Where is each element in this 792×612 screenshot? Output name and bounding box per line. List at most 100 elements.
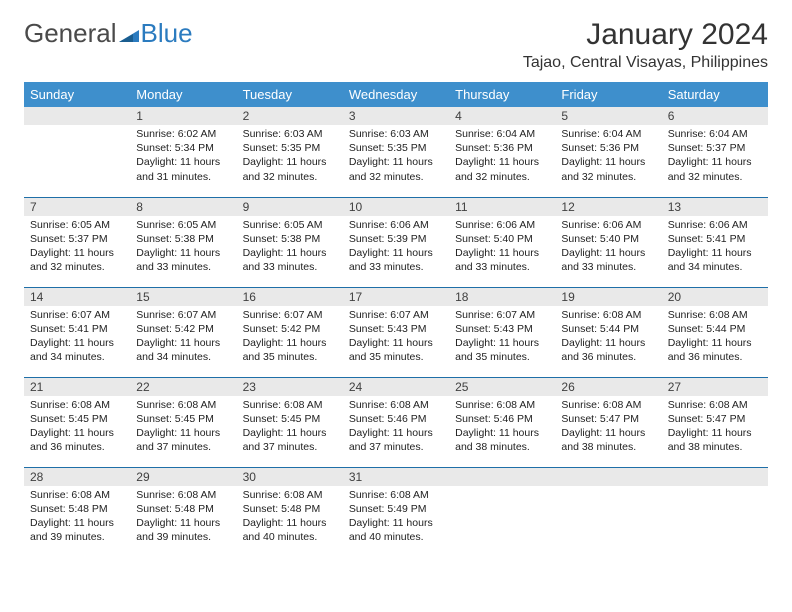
calendar-cell: 1Sunrise: 6:02 AMSunset: 5:34 PMDaylight… [130, 107, 236, 197]
sunrise-line: Sunrise: 6:08 AM [136, 488, 230, 502]
sunrise-line: Sunrise: 6:05 AM [30, 218, 124, 232]
sunset-line: Sunset: 5:36 PM [455, 141, 549, 155]
day-content: Sunrise: 6:02 AMSunset: 5:34 PMDaylight:… [130, 125, 236, 188]
day-content: Sunrise: 6:08 AMSunset: 5:46 PMDaylight:… [449, 396, 555, 459]
daylight-line: Daylight: 11 hours and 37 minutes. [136, 426, 230, 454]
day-number: 7 [24, 198, 130, 216]
brand-logo: General Blue [24, 18, 193, 49]
sunset-line: Sunset: 5:39 PM [349, 232, 443, 246]
sunrise-line: Sunrise: 6:08 AM [30, 398, 124, 412]
daylight-line: Daylight: 11 hours and 39 minutes. [136, 516, 230, 544]
sunrise-line: Sunrise: 6:02 AM [136, 127, 230, 141]
calendar-cell: 21Sunrise: 6:08 AMSunset: 5:45 PMDayligh… [24, 377, 130, 467]
daylight-line: Daylight: 11 hours and 35 minutes. [349, 336, 443, 364]
daylight-line: Daylight: 11 hours and 32 minutes. [30, 246, 124, 274]
daylight-line: Daylight: 11 hours and 33 minutes. [349, 246, 443, 274]
calendar-cell: 30Sunrise: 6:08 AMSunset: 5:48 PMDayligh… [237, 467, 343, 557]
calendar-cell: 11Sunrise: 6:06 AMSunset: 5:40 PMDayligh… [449, 197, 555, 287]
calendar-row: 21Sunrise: 6:08 AMSunset: 5:45 PMDayligh… [24, 377, 768, 467]
sunrise-line: Sunrise: 6:06 AM [561, 218, 655, 232]
daylight-line: Daylight: 11 hours and 32 minutes. [455, 155, 549, 183]
sunset-line: Sunset: 5:40 PM [455, 232, 549, 246]
sunset-line: Sunset: 5:38 PM [243, 232, 337, 246]
sunrise-line: Sunrise: 6:06 AM [455, 218, 549, 232]
day-content: Sunrise: 6:07 AMSunset: 5:42 PMDaylight:… [130, 306, 236, 369]
day-content: Sunrise: 6:08 AMSunset: 5:49 PMDaylight:… [343, 486, 449, 549]
day-number: 31 [343, 468, 449, 486]
sunset-line: Sunset: 5:36 PM [561, 141, 655, 155]
day-content: Sunrise: 6:08 AMSunset: 5:44 PMDaylight:… [555, 306, 661, 369]
day-content: Sunrise: 6:08 AMSunset: 5:45 PMDaylight:… [130, 396, 236, 459]
day-content: Sunrise: 6:07 AMSunset: 5:43 PMDaylight:… [449, 306, 555, 369]
sunset-line: Sunset: 5:43 PM [455, 322, 549, 336]
sunrise-line: Sunrise: 6:08 AM [349, 488, 443, 502]
day-content: Sunrise: 6:06 AMSunset: 5:40 PMDaylight:… [555, 216, 661, 279]
day-content: Sunrise: 6:05 AMSunset: 5:38 PMDaylight:… [130, 216, 236, 279]
day-content: Sunrise: 6:08 AMSunset: 5:46 PMDaylight:… [343, 396, 449, 459]
daylight-line: Daylight: 11 hours and 32 minutes. [561, 155, 655, 183]
day-number: 26 [555, 378, 661, 396]
day-number: 25 [449, 378, 555, 396]
day-content: Sunrise: 6:04 AMSunset: 5:36 PMDaylight:… [449, 125, 555, 188]
sunset-line: Sunset: 5:45 PM [243, 412, 337, 426]
sunrise-line: Sunrise: 6:06 AM [668, 218, 762, 232]
calendar-cell: 4Sunrise: 6:04 AMSunset: 5:36 PMDaylight… [449, 107, 555, 197]
calendar-cell: 13Sunrise: 6:06 AMSunset: 5:41 PMDayligh… [662, 197, 768, 287]
header: General Blue January 2024 Tajao, Central… [24, 18, 768, 72]
calendar-cell: 22Sunrise: 6:08 AMSunset: 5:45 PMDayligh… [130, 377, 236, 467]
day-content: Sunrise: 6:08 AMSunset: 5:44 PMDaylight:… [662, 306, 768, 369]
calendar-cell: 24Sunrise: 6:08 AMSunset: 5:46 PMDayligh… [343, 377, 449, 467]
location-text: Tajao, Central Visayas, Philippines [523, 54, 768, 72]
weekday-header: Thursday [449, 82, 555, 107]
sunrise-line: Sunrise: 6:07 AM [30, 308, 124, 322]
sunrise-line: Sunrise: 6:08 AM [243, 398, 337, 412]
weekday-header: Tuesday [237, 82, 343, 107]
daylight-line: Daylight: 11 hours and 32 minutes. [243, 155, 337, 183]
day-number: 19 [555, 288, 661, 306]
day-content: Sunrise: 6:07 AMSunset: 5:42 PMDaylight:… [237, 306, 343, 369]
sunrise-line: Sunrise: 6:04 AM [561, 127, 655, 141]
calendar-cell: 15Sunrise: 6:07 AMSunset: 5:42 PMDayligh… [130, 287, 236, 377]
day-number: 13 [662, 198, 768, 216]
calendar-cell: 3Sunrise: 6:03 AMSunset: 5:35 PMDaylight… [343, 107, 449, 197]
daylight-line: Daylight: 11 hours and 33 minutes. [561, 246, 655, 274]
daylight-line: Daylight: 11 hours and 33 minutes. [136, 246, 230, 274]
daylight-line: Daylight: 11 hours and 32 minutes. [668, 155, 762, 183]
daylight-line: Daylight: 11 hours and 37 minutes. [349, 426, 443, 454]
day-content: Sunrise: 6:08 AMSunset: 5:48 PMDaylight:… [130, 486, 236, 549]
sunrise-line: Sunrise: 6:05 AM [136, 218, 230, 232]
calendar-cell: 16Sunrise: 6:07 AMSunset: 5:42 PMDayligh… [237, 287, 343, 377]
day-content: Sunrise: 6:08 AMSunset: 5:45 PMDaylight:… [237, 396, 343, 459]
day-content: Sunrise: 6:08 AMSunset: 5:48 PMDaylight:… [24, 486, 130, 549]
calendar-cell: 8Sunrise: 6:05 AMSunset: 5:38 PMDaylight… [130, 197, 236, 287]
day-number: 27 [662, 378, 768, 396]
calendar-cell [24, 107, 130, 197]
day-content: Sunrise: 6:06 AMSunset: 5:40 PMDaylight:… [449, 216, 555, 279]
calendar-cell: 2Sunrise: 6:03 AMSunset: 5:35 PMDaylight… [237, 107, 343, 197]
day-number: 9 [237, 198, 343, 216]
day-number: 18 [449, 288, 555, 306]
calendar-cell: 29Sunrise: 6:08 AMSunset: 5:48 PMDayligh… [130, 467, 236, 557]
day-content: Sunrise: 6:08 AMSunset: 5:47 PMDaylight:… [662, 396, 768, 459]
sunrise-line: Sunrise: 6:04 AM [668, 127, 762, 141]
empty-day [449, 468, 555, 486]
calendar-cell [555, 467, 661, 557]
sunrise-line: Sunrise: 6:08 AM [561, 308, 655, 322]
sunrise-line: Sunrise: 6:07 AM [349, 308, 443, 322]
daylight-line: Daylight: 11 hours and 40 minutes. [243, 516, 337, 544]
calendar-cell: 12Sunrise: 6:06 AMSunset: 5:40 PMDayligh… [555, 197, 661, 287]
calendar-cell: 23Sunrise: 6:08 AMSunset: 5:45 PMDayligh… [237, 377, 343, 467]
empty-day [555, 468, 661, 486]
daylight-line: Daylight: 11 hours and 33 minutes. [243, 246, 337, 274]
day-number: 22 [130, 378, 236, 396]
day-content: Sunrise: 6:08 AMSunset: 5:48 PMDaylight:… [237, 486, 343, 549]
sunrise-line: Sunrise: 6:08 AM [668, 398, 762, 412]
daylight-line: Daylight: 11 hours and 34 minutes. [668, 246, 762, 274]
day-number: 12 [555, 198, 661, 216]
day-number: 10 [343, 198, 449, 216]
sunset-line: Sunset: 5:48 PM [30, 502, 124, 516]
calendar-cell: 9Sunrise: 6:05 AMSunset: 5:38 PMDaylight… [237, 197, 343, 287]
month-title: January 2024 [523, 18, 768, 52]
day-number: 3 [343, 107, 449, 125]
calendar-cell [449, 467, 555, 557]
